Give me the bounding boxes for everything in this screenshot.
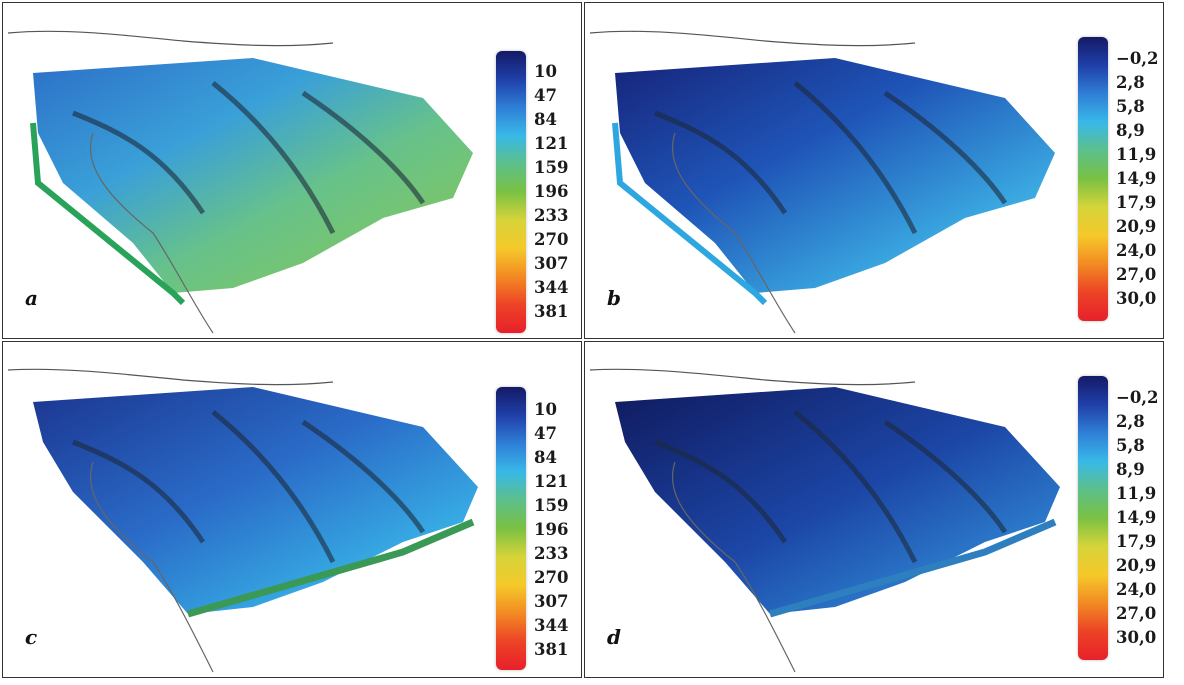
colorbar-tick-label: 47	[534, 424, 557, 443]
colorbar-tick-label: 270	[534, 568, 569, 587]
colorbar-tick-label: 17,9	[1116, 193, 1157, 212]
colorbar-tick-label: 20,9	[1116, 556, 1157, 575]
panel-label-a: a	[25, 286, 38, 310]
colorbar-tick-label: 14,9	[1116, 169, 1157, 188]
colorbar-tick-label: 24,0	[1116, 241, 1157, 260]
panel-label-b: b	[607, 286, 621, 310]
panel-b: −0,2 2,8 5,8 8,9 11,9 14,9 17,9 20,9 24,0 27,0 30,…	[584, 2, 1164, 339]
colorbar-tick-label: −0,2	[1116, 49, 1159, 68]
colorbar-tick-label: 8,9	[1116, 121, 1145, 140]
colorbar-tick-label: 84	[534, 448, 557, 467]
colorbar-tick-label: 121	[534, 134, 569, 153]
colorbar-tick-label: 5,8	[1116, 97, 1145, 116]
colorbar-tick-label: 121	[534, 472, 569, 491]
panel-c: 10 47 84 121 159 196 233 270 307 344 381 c	[2, 341, 582, 678]
colorbar-tick-label: 47	[534, 86, 557, 105]
colorbar-tick-label: 381	[534, 640, 569, 659]
colorbar-ticks-a: 10 47 84 121 159 196 233 270 307 344 381	[534, 63, 568, 321]
terrain-map-d	[589, 368, 1060, 673]
colorbar-tick-label: 10	[534, 400, 557, 419]
colorbar-tick-label: 159	[534, 158, 569, 177]
colorbar-ticks-b: −0,2 2,8 5,8 8,9 11,9 14,9 17,9 20,9 24,0 27,0 30,…	[1116, 50, 1159, 308]
colorbar-tick-label: 20,9	[1116, 217, 1157, 236]
colorbar-tick-label: 27,0	[1116, 265, 1157, 284]
colorbar-tick-label: 233	[534, 206, 569, 225]
colorbar-b	[1078, 37, 1108, 321]
colorbar-ticks-c: 10 47 84 121 159 196 233 270 307 344 381	[534, 401, 568, 659]
colorbar-d	[1078, 376, 1108, 660]
terrain-map-a	[7, 30, 473, 334]
colorbar-tick-label: 344	[534, 616, 569, 635]
colorbar-tick-label: 30,0	[1116, 289, 1157, 308]
colorbar-tick-label: 2,8	[1116, 73, 1145, 92]
colorbar-ticks-d: −0,2 2,8 5,8 8,9 11,9 14,9 17,9 20,9 24,0 27,0 30,…	[1116, 389, 1159, 647]
panel-label-d: d	[607, 625, 621, 649]
panel-label-c: c	[25, 625, 38, 649]
colorbar-tick-label: 307	[534, 592, 569, 611]
panel-d: −0,2 2,8 5,8 8,9 11,9 14,9 17,9 20,9 24,0 27,0 30,…	[584, 341, 1164, 678]
colorbar-a	[496, 51, 526, 333]
colorbar-tick-label: 17,9	[1116, 532, 1157, 551]
colorbar-tick-label: 381	[534, 302, 569, 321]
colorbar-tick-label: 2,8	[1116, 412, 1145, 431]
colorbar-tick-label: 11,9	[1116, 484, 1157, 503]
terrain-map-b	[589, 30, 1055, 334]
colorbar-tick-label: 11,9	[1116, 145, 1157, 164]
colorbar-tick-label: 307	[534, 254, 569, 273]
colorbar-tick-label: 84	[534, 110, 557, 129]
colorbar-tick-label: 344	[534, 278, 569, 297]
colorbar-tick-label: 196	[534, 182, 569, 201]
colorbar-tick-label: 27,0	[1116, 604, 1157, 623]
colorbar-tick-label: −0,2	[1116, 388, 1159, 407]
colorbar-tick-label: 233	[534, 544, 569, 563]
colorbar-tick-label: 24,0	[1116, 580, 1157, 599]
colorbar-tick-label: 8,9	[1116, 460, 1145, 479]
colorbar-tick-label: 159	[534, 496, 569, 515]
panel-a: 10 47 84 121 159 196 233 270 307 344 381 a	[2, 2, 582, 339]
colorbar-c	[496, 387, 526, 670]
terrain-map-c	[7, 368, 478, 673]
colorbar-tick-label: 5,8	[1116, 436, 1145, 455]
colorbar-tick-label: 196	[534, 520, 569, 539]
colorbar-tick-label: 10	[534, 62, 557, 81]
colorbar-tick-label: 30,0	[1116, 628, 1157, 647]
colorbar-tick-label: 270	[534, 230, 569, 249]
colorbar-tick-label: 14,9	[1116, 508, 1157, 527]
